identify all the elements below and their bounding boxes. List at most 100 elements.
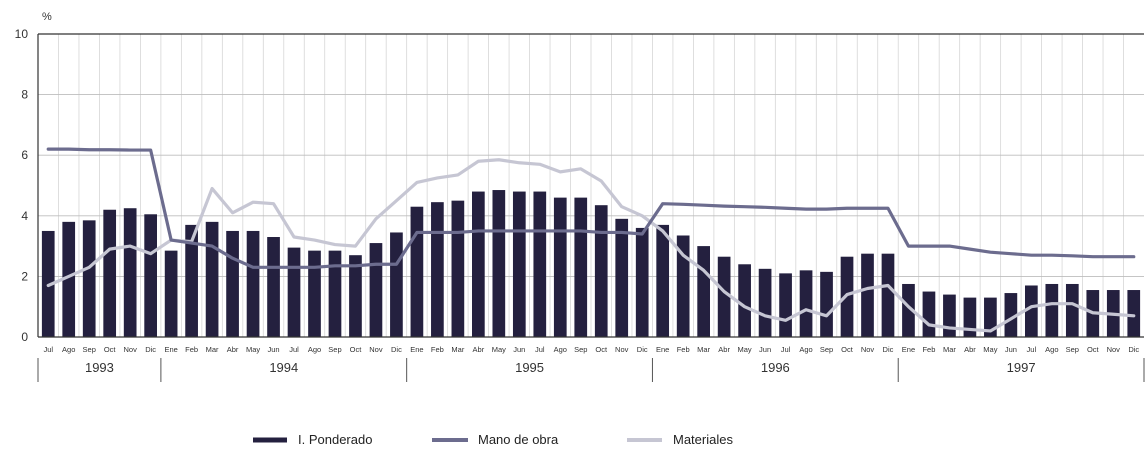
legend-label-materiales: Materiales xyxy=(673,432,733,447)
y-tick-label: 0 xyxy=(21,330,28,344)
bar xyxy=(369,243,383,337)
bar xyxy=(758,268,772,337)
legend-item-materiales: Materiales xyxy=(627,432,733,447)
x-tick-label: Sep xyxy=(83,345,96,354)
bar xyxy=(574,197,588,337)
bar xyxy=(492,190,506,337)
bar xyxy=(185,224,198,337)
y-tick-label: 8 xyxy=(21,88,28,102)
x-tick-label: Nov xyxy=(123,345,137,354)
bar xyxy=(103,209,117,337)
x-tick-label: Dic xyxy=(1128,345,1139,354)
x-tick-label: Sep xyxy=(820,345,833,354)
bar xyxy=(738,264,751,337)
x-tick-label: Jul xyxy=(1027,345,1037,354)
plot-frame xyxy=(37,33,1144,338)
bar xyxy=(779,273,792,337)
year-label: 1996 xyxy=(761,360,790,375)
x-tick-label: Nov xyxy=(369,345,383,354)
bar xyxy=(144,214,157,337)
bar xyxy=(62,221,76,337)
series-line xyxy=(46,147,1136,269)
bar xyxy=(533,191,547,337)
x-tick-label: Abr xyxy=(964,345,976,354)
bar xyxy=(164,250,178,337)
bar xyxy=(205,221,219,337)
x-tick-label: Dic xyxy=(145,345,156,354)
x-tick-label: Dic xyxy=(391,345,402,354)
y-tick-label: 6 xyxy=(21,148,28,162)
year-label: 1993 xyxy=(85,360,114,375)
bar xyxy=(635,227,649,337)
x-tick-label: Jul xyxy=(781,345,791,354)
x-tick-label: Ago xyxy=(62,345,75,354)
x-tick-label: Nov xyxy=(1107,345,1121,354)
bar xyxy=(881,253,895,337)
x-tick-label: Dic xyxy=(883,345,894,354)
legend-label-mano-de-obra: Mano de obra xyxy=(478,432,559,447)
bar xyxy=(267,237,280,337)
bar xyxy=(615,218,629,337)
x-tick-label: May xyxy=(738,345,752,354)
x-tick-label: Ago xyxy=(308,345,321,354)
x-axis: Jul Ago Sep Oct Nov Dic Ene Feb Mar Abr May Jun Jul A… xyxy=(37,345,1145,382)
bar xyxy=(717,256,731,337)
y-axis: % 0 2 4 6 8 10 xyxy=(15,11,52,344)
bar xyxy=(799,270,813,337)
x-tick-label: Jun xyxy=(759,345,771,354)
bar xyxy=(861,253,874,337)
x-tick-label: Mar xyxy=(943,345,956,354)
bar xyxy=(451,200,465,337)
series-lines xyxy=(46,147,1136,333)
x-tick-label: Oct xyxy=(595,345,608,354)
x-tick-label: Nov xyxy=(615,345,629,354)
y-tick-label: 10 xyxy=(15,27,29,41)
x-tick-label: Feb xyxy=(185,345,198,354)
x-tick-label: Nov xyxy=(861,345,875,354)
x-tick-label: Jun xyxy=(267,345,279,354)
x-tick-label: Feb xyxy=(431,345,444,354)
bar xyxy=(123,208,137,337)
legend-item-i-ponderado: I. Ponderado xyxy=(253,432,372,447)
x-tick-label: Ene xyxy=(656,345,669,354)
y-tick-label: 4 xyxy=(21,209,28,223)
x-tick-label: Oct xyxy=(841,345,854,354)
bar xyxy=(922,291,936,337)
x-tick-label: Jul xyxy=(289,345,299,354)
bar xyxy=(1065,283,1079,337)
bar xyxy=(512,191,526,337)
y-tick-label: 2 xyxy=(21,269,28,283)
x-tick-label: Oct xyxy=(104,345,117,354)
grid xyxy=(38,33,1144,338)
bar xyxy=(963,297,977,337)
x-tick-label: May xyxy=(492,345,506,354)
x-tick-label: Dic xyxy=(637,345,648,354)
x-tick-label: Mar xyxy=(206,345,219,354)
year-label: 1995 xyxy=(515,360,544,375)
x-tick-label: Sep xyxy=(1066,345,1079,354)
bar xyxy=(943,294,956,337)
bar xyxy=(226,230,239,337)
x-tick-label: Abr xyxy=(227,345,239,354)
x-tick-label: Jul xyxy=(535,345,545,354)
bar xyxy=(390,232,403,337)
bar xyxy=(431,202,444,337)
bar xyxy=(308,250,321,337)
year-label: 1997 xyxy=(1007,360,1036,375)
x-tick-label: Jun xyxy=(1005,345,1017,354)
bar xyxy=(1004,293,1018,337)
x-tick-label: Sep xyxy=(574,345,587,354)
bar xyxy=(328,250,342,337)
bar xyxy=(656,224,670,337)
x-tick-label: Ene xyxy=(410,345,423,354)
bar xyxy=(676,235,690,337)
legend-label-i-ponderado: I. Ponderado xyxy=(298,432,372,447)
bar xyxy=(820,271,833,337)
bar xyxy=(1045,283,1059,337)
x-tick-label: Feb xyxy=(677,345,690,354)
bar xyxy=(287,247,301,337)
x-tick-label: Ene xyxy=(164,345,177,354)
x-tick-label: Sep xyxy=(328,345,341,354)
x-tick-label: Feb xyxy=(922,345,935,354)
